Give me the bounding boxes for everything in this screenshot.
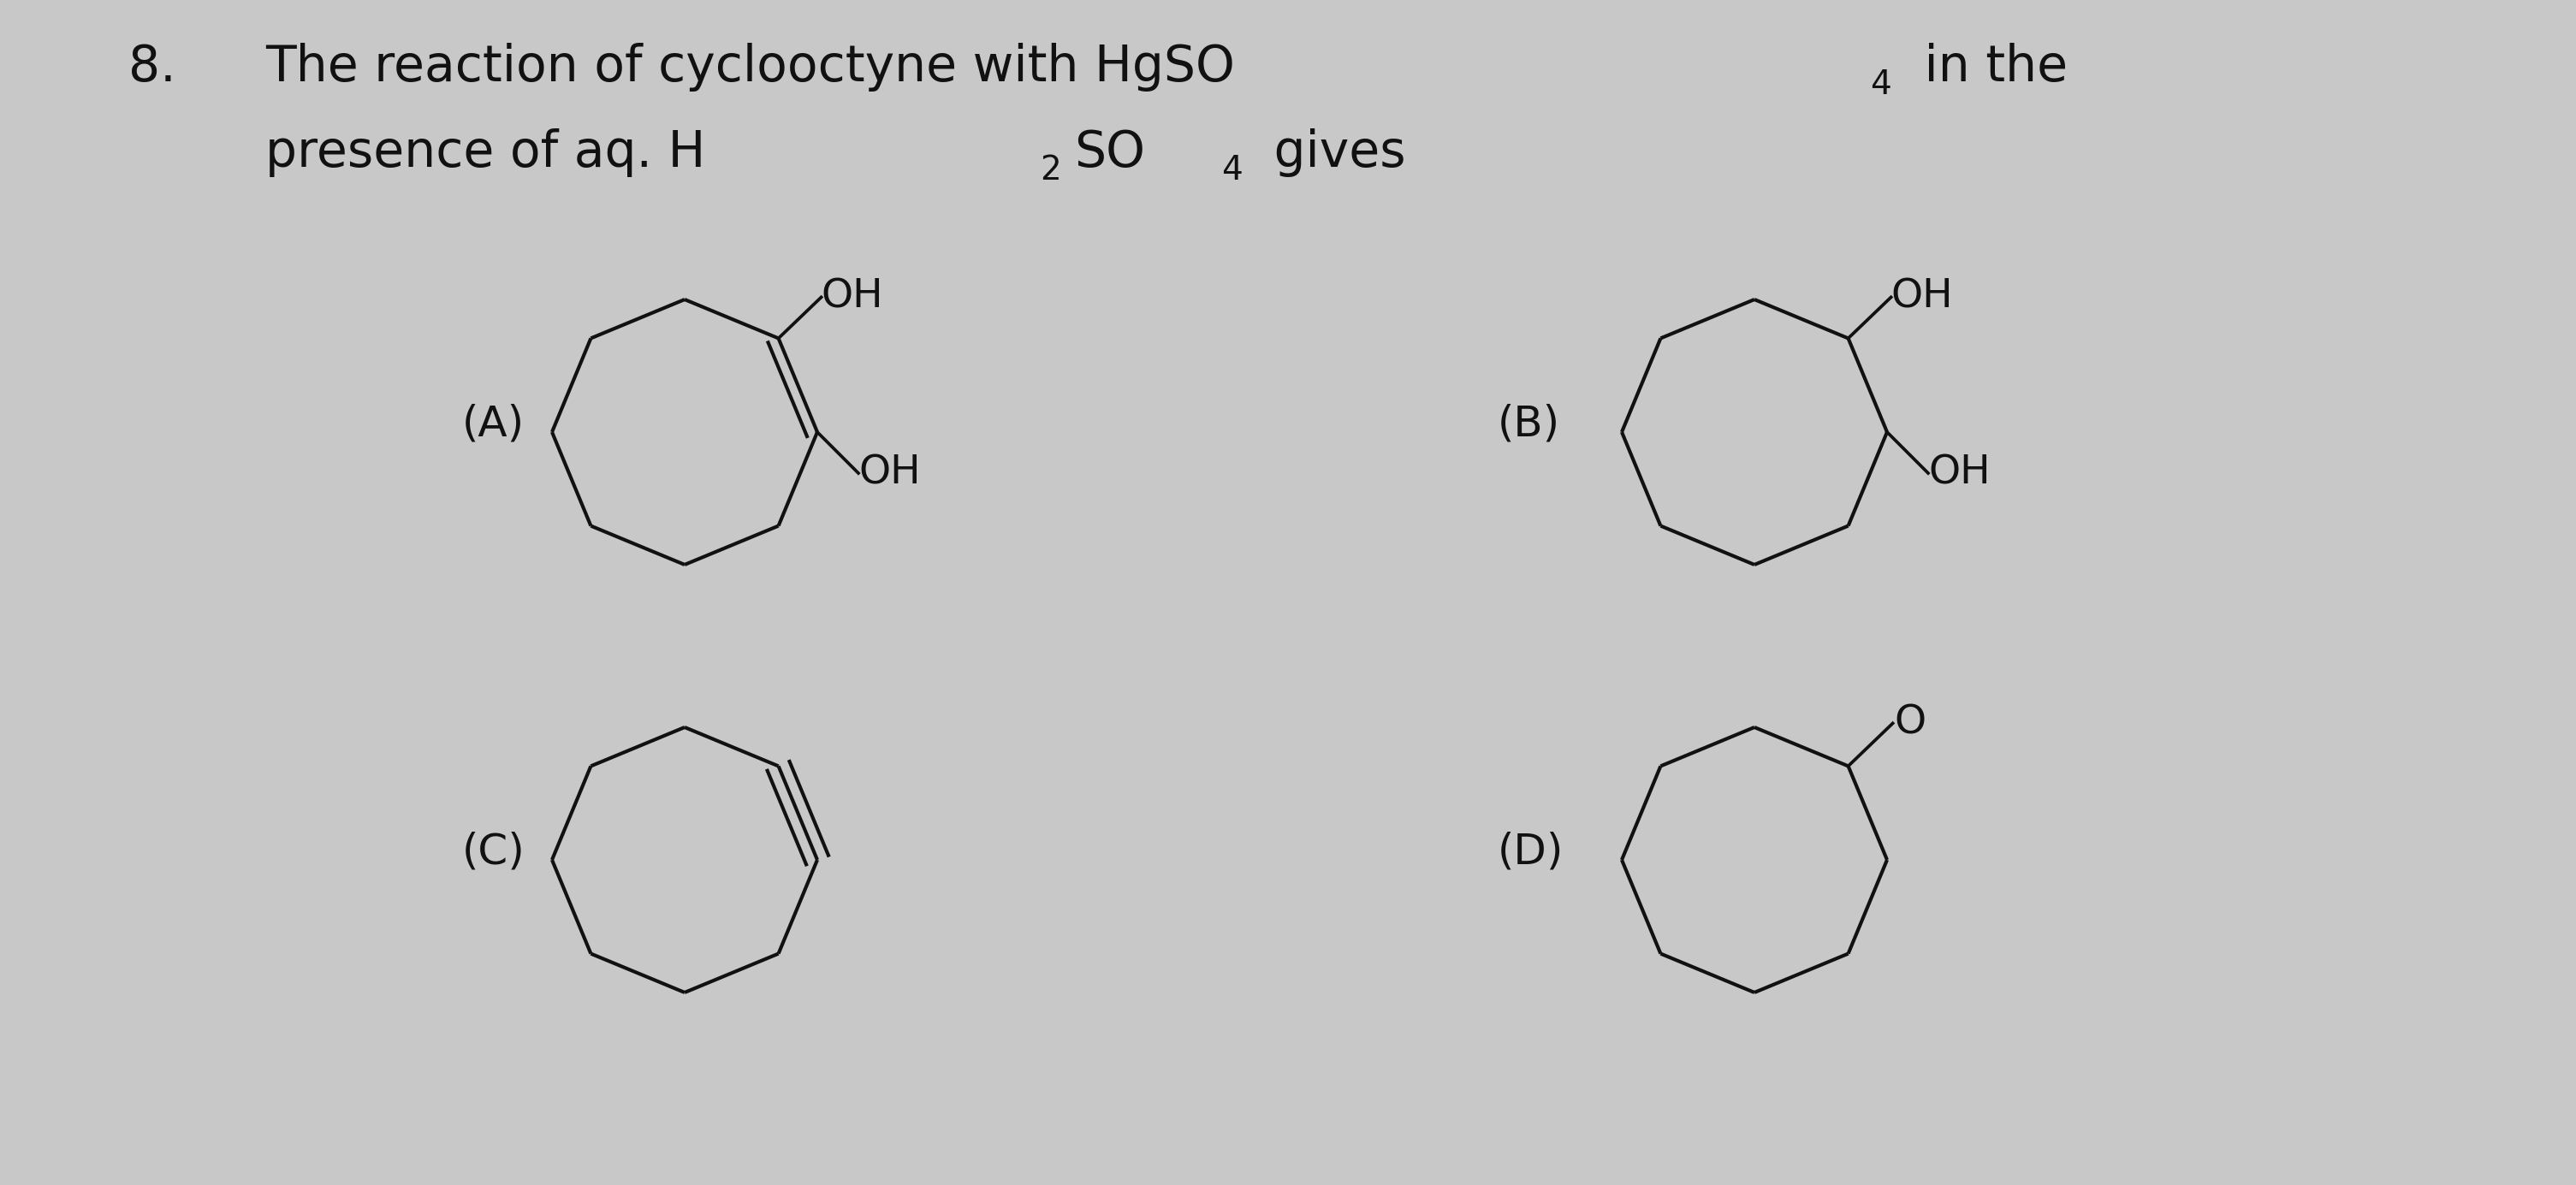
Text: presence of aq. H: presence of aq. H (265, 128, 706, 177)
Text: (D): (D) (1497, 831, 1564, 872)
Text: The reaction of cyclooctyne with HgSO: The reaction of cyclooctyne with HgSO (265, 43, 1234, 91)
Text: (B): (B) (1497, 403, 1561, 444)
Text: OH: OH (1891, 278, 1953, 316)
Text: 2: 2 (1041, 154, 1061, 186)
Text: OH: OH (822, 278, 884, 316)
Text: OH: OH (858, 454, 920, 493)
Text: (A): (A) (461, 403, 526, 444)
Text: 8.: 8. (129, 43, 175, 91)
Text: 4: 4 (1221, 154, 1242, 186)
Text: SO: SO (1074, 128, 1146, 177)
Text: O: O (1893, 704, 1927, 743)
Text: in the: in the (1909, 43, 2069, 91)
Text: gives: gives (1257, 128, 1406, 177)
Text: 4: 4 (1870, 69, 1891, 101)
Text: OH: OH (1929, 454, 1991, 493)
Text: (C): (C) (461, 831, 526, 872)
